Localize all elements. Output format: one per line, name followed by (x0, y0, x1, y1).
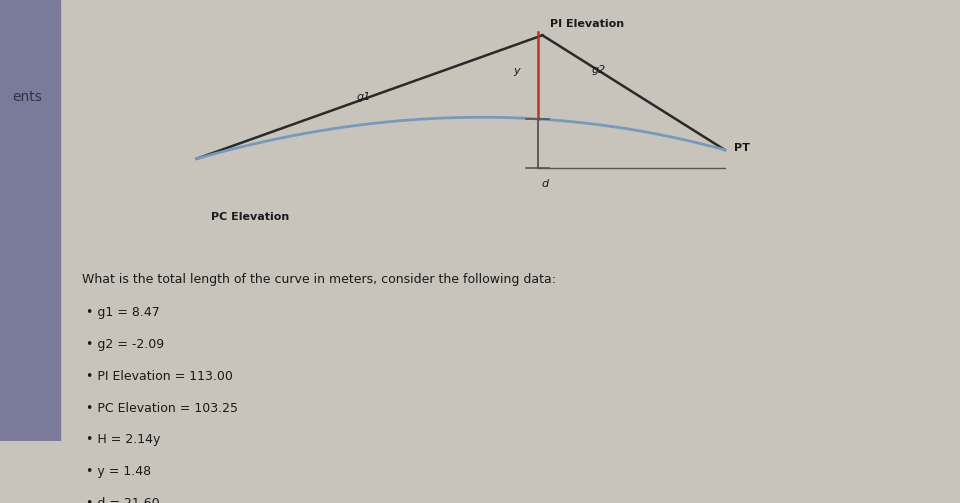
Text: • PC Elevation = 103.25: • PC Elevation = 103.25 (86, 401, 238, 414)
Text: y: y (514, 66, 520, 76)
Text: • PI Elevation = 113.00: • PI Elevation = 113.00 (86, 370, 233, 383)
Text: • g1 = 8.47: • g1 = 8.47 (86, 306, 160, 319)
Text: PC Elevation: PC Elevation (211, 212, 290, 222)
Text: PI Elevation: PI Elevation (550, 19, 624, 29)
Text: ents: ents (12, 90, 41, 104)
Text: PT: PT (734, 143, 751, 153)
Text: • H = 2.14y: • H = 2.14y (86, 433, 160, 446)
Text: • d = 21.60: • d = 21.60 (86, 497, 160, 503)
Bar (0, 0, 60, 441)
Text: What is the total length of the curve in meters, consider the following data:: What is the total length of the curve in… (82, 273, 556, 286)
Text: • y = 1.48: • y = 1.48 (86, 465, 152, 478)
Text: d: d (541, 179, 549, 189)
Text: g1: g1 (356, 93, 371, 103)
Text: • g2 = -2.09: • g2 = -2.09 (86, 338, 164, 351)
Text: g2: g2 (592, 65, 607, 75)
